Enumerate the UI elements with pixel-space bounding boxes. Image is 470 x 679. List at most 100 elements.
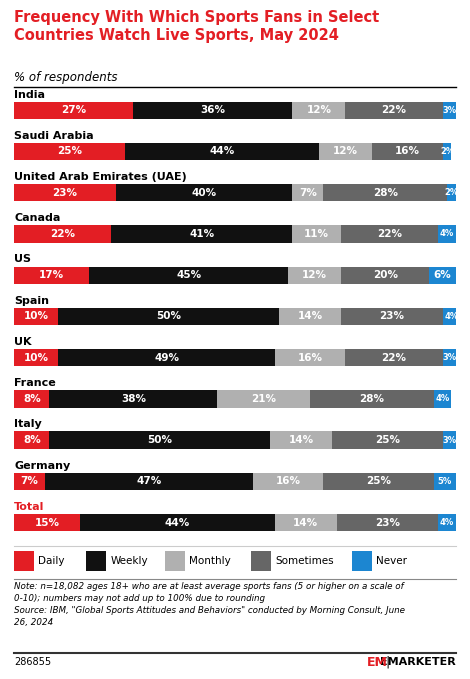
- Bar: [292, 102, 345, 119]
- Bar: [49, 390, 217, 407]
- Text: 28%: 28%: [360, 394, 384, 404]
- Text: 23%: 23%: [375, 517, 400, 528]
- Bar: [323, 473, 434, 490]
- Text: Never: Never: [376, 556, 407, 566]
- Text: Monthly: Monthly: [189, 556, 231, 566]
- Text: India: India: [14, 90, 45, 100]
- Text: 25%: 25%: [57, 147, 82, 156]
- Bar: [438, 514, 456, 531]
- Bar: [345, 349, 443, 366]
- Text: 21%: 21%: [251, 394, 276, 404]
- Bar: [270, 431, 332, 449]
- Text: Total: Total: [14, 502, 45, 512]
- Bar: [279, 308, 341, 325]
- Text: 25%: 25%: [375, 435, 400, 445]
- Bar: [341, 308, 443, 325]
- Text: 22%: 22%: [382, 105, 407, 115]
- Bar: [434, 390, 452, 407]
- Text: 47%: 47%: [136, 477, 162, 486]
- Bar: [292, 184, 323, 202]
- Text: 4%: 4%: [440, 518, 454, 527]
- Text: 41%: 41%: [189, 229, 214, 239]
- Text: 16%: 16%: [298, 352, 322, 363]
- Text: % of respondents: % of respondents: [14, 71, 118, 84]
- Bar: [14, 431, 49, 449]
- Text: France: France: [14, 378, 56, 388]
- Text: Weekly: Weekly: [110, 556, 148, 566]
- Text: 7%: 7%: [21, 477, 39, 486]
- Bar: [288, 267, 341, 284]
- Text: 23%: 23%: [53, 187, 78, 198]
- Bar: [14, 308, 58, 325]
- Text: 27%: 27%: [61, 105, 86, 115]
- Bar: [14, 267, 89, 284]
- Text: 45%: 45%: [176, 270, 201, 280]
- Bar: [372, 143, 443, 160]
- Text: 286855: 286855: [14, 657, 51, 667]
- Text: 11%: 11%: [304, 229, 329, 239]
- Bar: [58, 308, 279, 325]
- Text: EM: EM: [367, 655, 387, 669]
- Bar: [323, 184, 447, 202]
- Bar: [292, 225, 341, 242]
- Bar: [133, 102, 292, 119]
- Text: Daily: Daily: [39, 556, 65, 566]
- Text: 25%: 25%: [366, 477, 391, 486]
- Text: 7%: 7%: [299, 187, 317, 198]
- Bar: [443, 349, 456, 366]
- Bar: [275, 514, 337, 531]
- Text: 14%: 14%: [298, 312, 323, 321]
- Bar: [14, 514, 80, 531]
- Text: Sometimes: Sometimes: [275, 556, 334, 566]
- Bar: [45, 473, 253, 490]
- Text: 16%: 16%: [275, 477, 300, 486]
- Bar: [319, 143, 372, 160]
- Text: 15%: 15%: [35, 517, 60, 528]
- Bar: [14, 143, 125, 160]
- Text: 4%: 4%: [444, 312, 459, 321]
- Text: Note: n=18,082 ages 18+ who are at least average sports fans (5 or higher on a s: Note: n=18,082 ages 18+ who are at least…: [14, 582, 405, 627]
- Text: Saudi Arabia: Saudi Arabia: [14, 131, 94, 141]
- Bar: [14, 390, 49, 407]
- Text: EMARKETER: EMARKETER: [380, 657, 456, 667]
- FancyBboxPatch shape: [86, 551, 106, 571]
- Bar: [217, 390, 310, 407]
- Text: 10%: 10%: [24, 312, 49, 321]
- Text: 50%: 50%: [148, 435, 172, 445]
- Bar: [341, 225, 438, 242]
- Text: US: US: [14, 255, 31, 264]
- Text: Italy: Italy: [14, 420, 42, 429]
- FancyBboxPatch shape: [165, 551, 185, 571]
- Text: 2%: 2%: [440, 147, 454, 156]
- Text: 44%: 44%: [165, 517, 190, 528]
- Bar: [447, 184, 456, 202]
- Text: Canada: Canada: [14, 213, 61, 223]
- Bar: [332, 431, 443, 449]
- Text: 12%: 12%: [306, 105, 331, 115]
- Text: 20%: 20%: [373, 270, 398, 280]
- Text: 8%: 8%: [23, 435, 40, 445]
- Text: 12%: 12%: [302, 270, 327, 280]
- Bar: [430, 267, 456, 284]
- Text: 36%: 36%: [200, 105, 226, 115]
- FancyBboxPatch shape: [352, 551, 371, 571]
- Text: 22%: 22%: [377, 229, 402, 239]
- Bar: [443, 308, 460, 325]
- Text: 4%: 4%: [436, 394, 450, 403]
- Text: 2%: 2%: [444, 188, 459, 197]
- Text: United Arab Emirates (UAE): United Arab Emirates (UAE): [14, 172, 187, 182]
- Bar: [443, 143, 452, 160]
- Text: 49%: 49%: [154, 352, 179, 363]
- Text: 3%: 3%: [442, 353, 456, 362]
- Text: 6%: 6%: [434, 270, 452, 280]
- Bar: [14, 184, 116, 202]
- Text: UK: UK: [14, 337, 31, 347]
- Text: 5%: 5%: [438, 477, 452, 486]
- Bar: [89, 267, 288, 284]
- Text: 23%: 23%: [379, 312, 404, 321]
- Bar: [116, 184, 292, 202]
- Bar: [438, 225, 456, 242]
- Text: 40%: 40%: [191, 187, 217, 198]
- Text: 50%: 50%: [156, 312, 181, 321]
- Text: |: |: [385, 655, 390, 669]
